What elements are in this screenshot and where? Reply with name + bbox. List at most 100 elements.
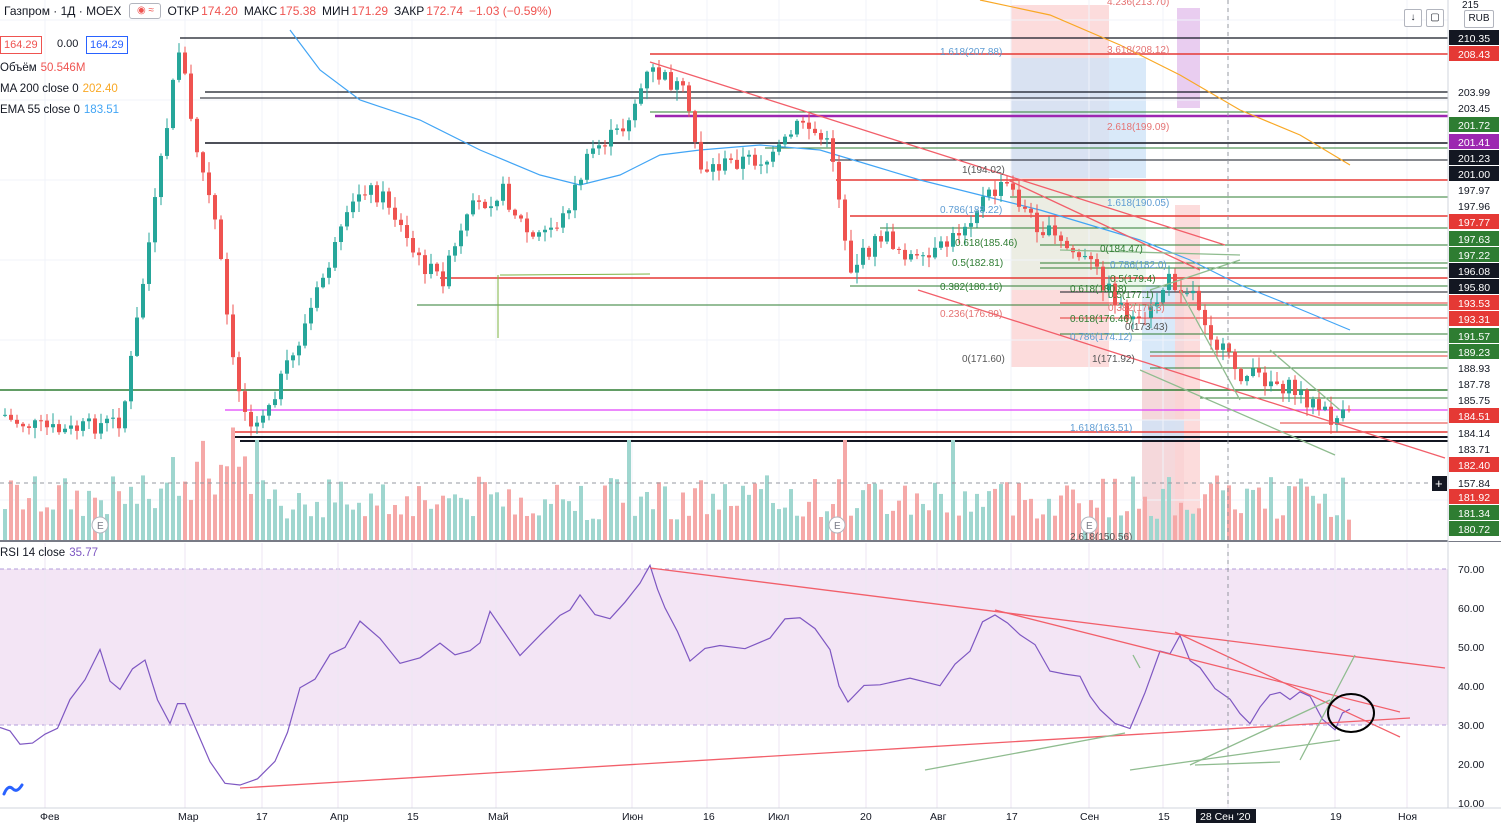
price-label: 193.53	[1458, 298, 1490, 310]
earnings-marker-text: E	[97, 521, 104, 532]
currency-button[interactable]: RUB	[1464, 10, 1494, 28]
candle-body	[525, 218, 529, 233]
candle-body	[357, 194, 361, 202]
spread-value: 0.00	[57, 38, 79, 50]
candle-body	[1011, 183, 1015, 190]
symbol-title[interactable]: Газпром · 1Д · MOEX	[4, 4, 122, 18]
candle-body	[1023, 206, 1027, 209]
volume-bar	[375, 505, 379, 540]
open-value: 174.20	[201, 4, 238, 18]
volume-bar	[255, 439, 259, 540]
price-label-bg	[1449, 263, 1499, 278]
volume-bar	[399, 514, 403, 540]
rsi-legend[interactable]: RSI 14 close 35.77	[0, 547, 98, 559]
rsi-axis-label: 60.00	[1458, 603, 1484, 615]
volume-bar	[681, 492, 685, 540]
candle-body	[477, 200, 481, 202]
horizontal-levels	[0, 37, 1448, 442]
volume-bar	[465, 499, 469, 540]
ask-price-box[interactable]: 164.29	[86, 36, 128, 54]
rsi-axis-labels: 70.00 60.00 50.00 40.00 30.00 20.00 10.00	[1458, 564, 1484, 810]
price-label: 191.57	[1458, 331, 1490, 343]
candle-body	[1203, 309, 1207, 326]
candle-body	[951, 233, 955, 247]
volume-bar	[189, 499, 193, 540]
volume-bar	[699, 480, 703, 540]
candle-body	[699, 141, 703, 170]
time-label: 20	[860, 811, 872, 823]
candle-body	[321, 277, 325, 288]
candle-body	[801, 120, 805, 123]
volume-legend[interactable]: Объём 50.546M	[0, 62, 85, 74]
ema55-legend[interactable]: EMA 55 close 0 183.51	[0, 104, 119, 116]
open-label: ОТКР	[167, 4, 200, 18]
fib-label: 4.236(213.70)	[1107, 0, 1169, 8]
candle-body	[1005, 182, 1009, 184]
volume-bar	[165, 482, 169, 540]
candle-body	[333, 242, 337, 268]
volume-bar	[783, 507, 787, 540]
candle-body	[1167, 273, 1171, 290]
volume-bar	[711, 493, 715, 540]
candle-body	[87, 418, 91, 422]
candle-body	[909, 254, 913, 260]
rsi-trend-lines	[239, 567, 1446, 789]
bid-price-box[interactable]: 164.29	[0, 36, 42, 54]
candle-body	[267, 405, 271, 416]
candle-body	[255, 422, 259, 427]
price-label: 183.71	[1458, 444, 1490, 456]
volume-bar	[453, 494, 457, 540]
scroll-down-button[interactable]: ↓	[1404, 9, 1422, 27]
candle-body	[897, 248, 901, 250]
volume-bar	[609, 478, 613, 540]
candle-body	[495, 200, 499, 207]
volume-bar	[273, 489, 277, 540]
candle-body	[159, 155, 163, 198]
restore-button[interactable]: ▢	[1426, 9, 1444, 27]
price-label-bg	[1449, 182, 1499, 197]
volume-bar	[477, 476, 481, 540]
fib-label: 0.618(185.46)	[955, 238, 1017, 249]
candle-body	[417, 252, 421, 256]
legend-header: Газпром · 1Д · MOEX ◉ ≈ ОТКР 174.20 МАКС 1…	[0, 0, 552, 22]
candle-body	[507, 183, 511, 210]
candle-body	[75, 425, 79, 431]
rsi-trend-5	[1129, 739, 1341, 771]
price-pane[interactable]	[0, 0, 1448, 541]
tradingview-logo-icon[interactable]	[2, 780, 24, 798]
volume-bar	[969, 511, 973, 540]
visibility-toggle-icon[interactable]: ◉ ≈	[129, 3, 162, 19]
candle-body	[471, 200, 475, 215]
candle-body	[831, 138, 835, 162]
candle-body	[201, 152, 205, 173]
volume-bar	[1239, 513, 1243, 540]
volume-bar	[987, 491, 991, 540]
candle-body	[1275, 381, 1279, 384]
fib-label: 0.618(176.46)	[1070, 314, 1132, 325]
candle-body	[687, 85, 691, 112]
time-label: Сен	[1080, 811, 1099, 823]
ma200-legend[interactable]: MA 200 close 0 202.40	[0, 83, 118, 95]
candle-body	[1215, 339, 1219, 350]
time-axis[interactable]	[0, 808, 1501, 823]
volume-bar	[891, 510, 895, 540]
low-value: 171.29	[351, 4, 389, 18]
candle-body	[837, 161, 841, 200]
volume-bar	[849, 515, 853, 540]
volume-bar	[1299, 478, 1303, 540]
candle-body	[933, 247, 937, 258]
candle-body	[1269, 381, 1273, 387]
candle-body	[1083, 255, 1087, 258]
candle-body	[261, 415, 265, 423]
rsi-axis-label: 50.00	[1458, 642, 1484, 654]
volume-bar	[405, 496, 409, 540]
time-label: 17	[256, 811, 268, 823]
trend-line-1	[917, 289, 1446, 459]
rsi-axis-label: 20.00	[1458, 759, 1484, 771]
price-label-bg	[1449, 134, 1499, 149]
fib-label: 2.618(199.09)	[1107, 122, 1169, 133]
earnings-marker-text: E	[1086, 521, 1093, 532]
candle-body	[399, 219, 403, 226]
volume-bar	[315, 501, 319, 540]
